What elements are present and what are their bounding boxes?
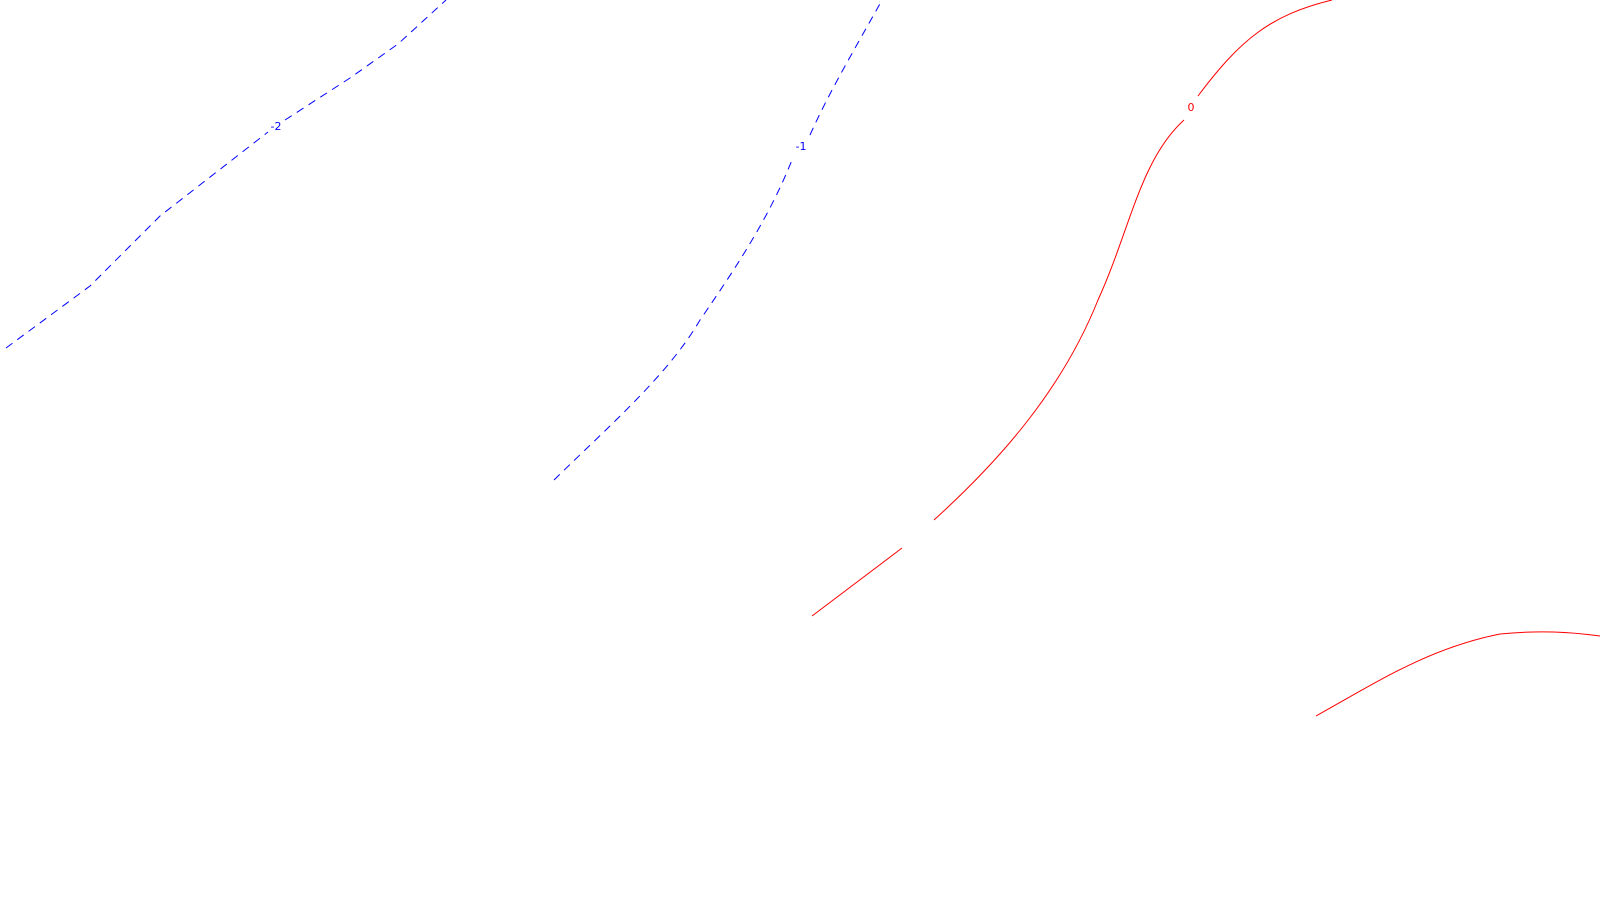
contour-label-neg2: -2	[271, 120, 282, 133]
contour-label-zero: 0	[1188, 101, 1195, 114]
contour-label-neg1: -1	[796, 140, 807, 153]
